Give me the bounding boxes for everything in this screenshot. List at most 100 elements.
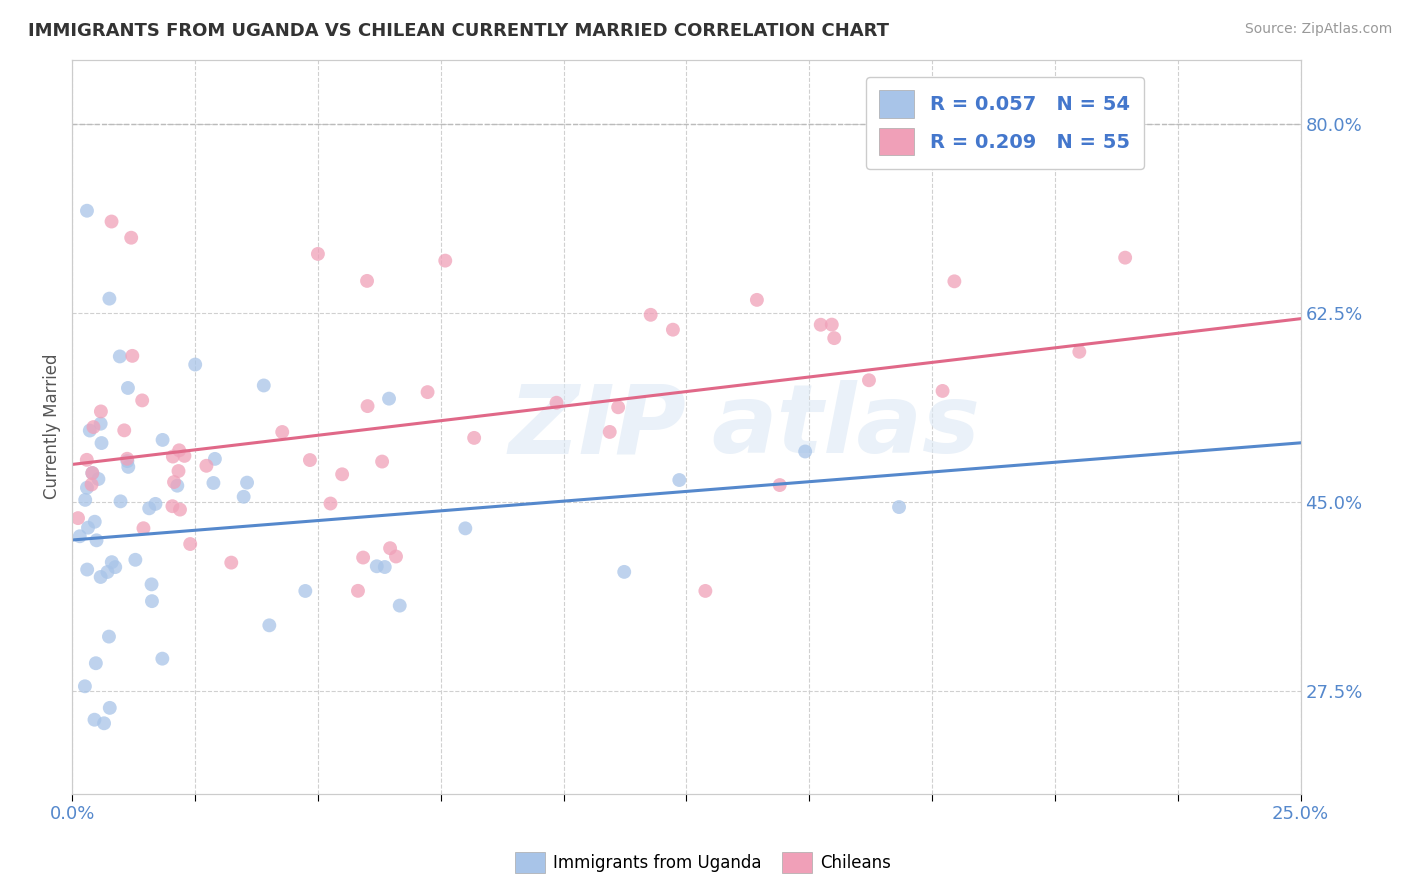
Point: [463, 431, 485, 445]
Point: [138, 501, 160, 516]
Point: [141, 577, 163, 591]
Point: [374, 560, 396, 574]
Point: [640, 308, 662, 322]
Point: [810, 318, 832, 332]
Point: [83, 713, 105, 727]
Point: [356, 274, 378, 288]
Point: [1069, 344, 1091, 359]
Point: [1114, 251, 1136, 265]
Point: [167, 464, 190, 478]
Point: [84, 657, 107, 671]
Point: [434, 253, 457, 268]
Point: [294, 584, 316, 599]
Point: [115, 451, 138, 466]
Point: [110, 494, 132, 508]
Text: atlas: atlas: [711, 380, 980, 473]
Point: [454, 521, 477, 535]
Point: [80, 477, 103, 491]
Point: [356, 399, 378, 413]
Point: [821, 318, 844, 332]
Point: [662, 323, 685, 337]
Point: [204, 451, 226, 466]
Point: [82, 466, 104, 480]
Point: [378, 541, 401, 556]
Point: [76, 203, 98, 218]
Point: [162, 450, 184, 464]
Point: [253, 378, 276, 392]
Point: [858, 373, 880, 387]
Point: [371, 454, 394, 468]
Point: [108, 350, 131, 364]
Point: [150, 651, 173, 665]
Point: [124, 553, 146, 567]
Point: [613, 565, 636, 579]
Point: [121, 349, 143, 363]
Point: [76, 481, 98, 495]
Point: [90, 570, 112, 584]
Point: [90, 436, 112, 450]
Point: [76, 453, 98, 467]
Point: [104, 560, 127, 574]
Point: [319, 496, 342, 510]
Point: [117, 381, 139, 395]
Point: [173, 449, 195, 463]
Point: [184, 358, 207, 372]
Point: [98, 292, 121, 306]
Point: [96, 565, 118, 579]
Point: [416, 385, 439, 400]
Point: [162, 499, 184, 513]
Point: [73, 679, 96, 693]
Text: ZIP: ZIP: [509, 380, 686, 473]
Point: [169, 502, 191, 516]
Point: [152, 433, 174, 447]
Point: [236, 475, 259, 490]
Point: [98, 701, 121, 715]
Point: [219, 556, 242, 570]
Point: [87, 472, 110, 486]
Point: [141, 594, 163, 608]
Point: [75, 492, 97, 507]
Point: [101, 555, 124, 569]
Point: [352, 550, 374, 565]
Point: [69, 529, 91, 543]
Point: [794, 444, 817, 458]
Point: [873, 146, 896, 161]
Point: [112, 423, 135, 437]
Point: [120, 231, 142, 245]
Point: [307, 247, 329, 261]
Point: [82, 420, 104, 434]
Text: IMMIGRANTS FROM UGANDA VS CHILEAN CURRENTLY MARRIED CORRELATION CHART: IMMIGRANTS FROM UGANDA VS CHILEAN CURREN…: [28, 22, 889, 40]
Point: [82, 466, 104, 480]
Point: [131, 393, 153, 408]
Point: [76, 563, 98, 577]
Point: [366, 559, 388, 574]
Point: [943, 274, 966, 288]
Point: [232, 490, 254, 504]
Point: [195, 458, 218, 473]
Point: [546, 396, 568, 410]
Point: [66, 511, 89, 525]
Point: [745, 293, 768, 307]
Point: [166, 478, 188, 492]
Point: [97, 630, 120, 644]
Point: [117, 459, 139, 474]
Point: [823, 331, 845, 345]
Point: [378, 392, 401, 406]
Legend: R = 0.057   N = 54, R = 0.209   N = 55: R = 0.057 N = 54, R = 0.209 N = 55: [866, 77, 1143, 169]
Point: [695, 583, 717, 598]
Point: [163, 475, 186, 489]
Point: [202, 475, 225, 490]
Point: [117, 454, 139, 468]
Point: [132, 521, 155, 535]
Point: [77, 521, 100, 535]
Point: [100, 214, 122, 228]
Point: [90, 404, 112, 418]
Y-axis label: Currently Married: Currently Married: [44, 354, 60, 500]
Point: [388, 599, 411, 613]
Point: [385, 549, 408, 564]
Point: [145, 497, 167, 511]
Point: [607, 401, 630, 415]
Point: [668, 473, 690, 487]
Point: [179, 537, 201, 551]
Point: [167, 443, 190, 458]
